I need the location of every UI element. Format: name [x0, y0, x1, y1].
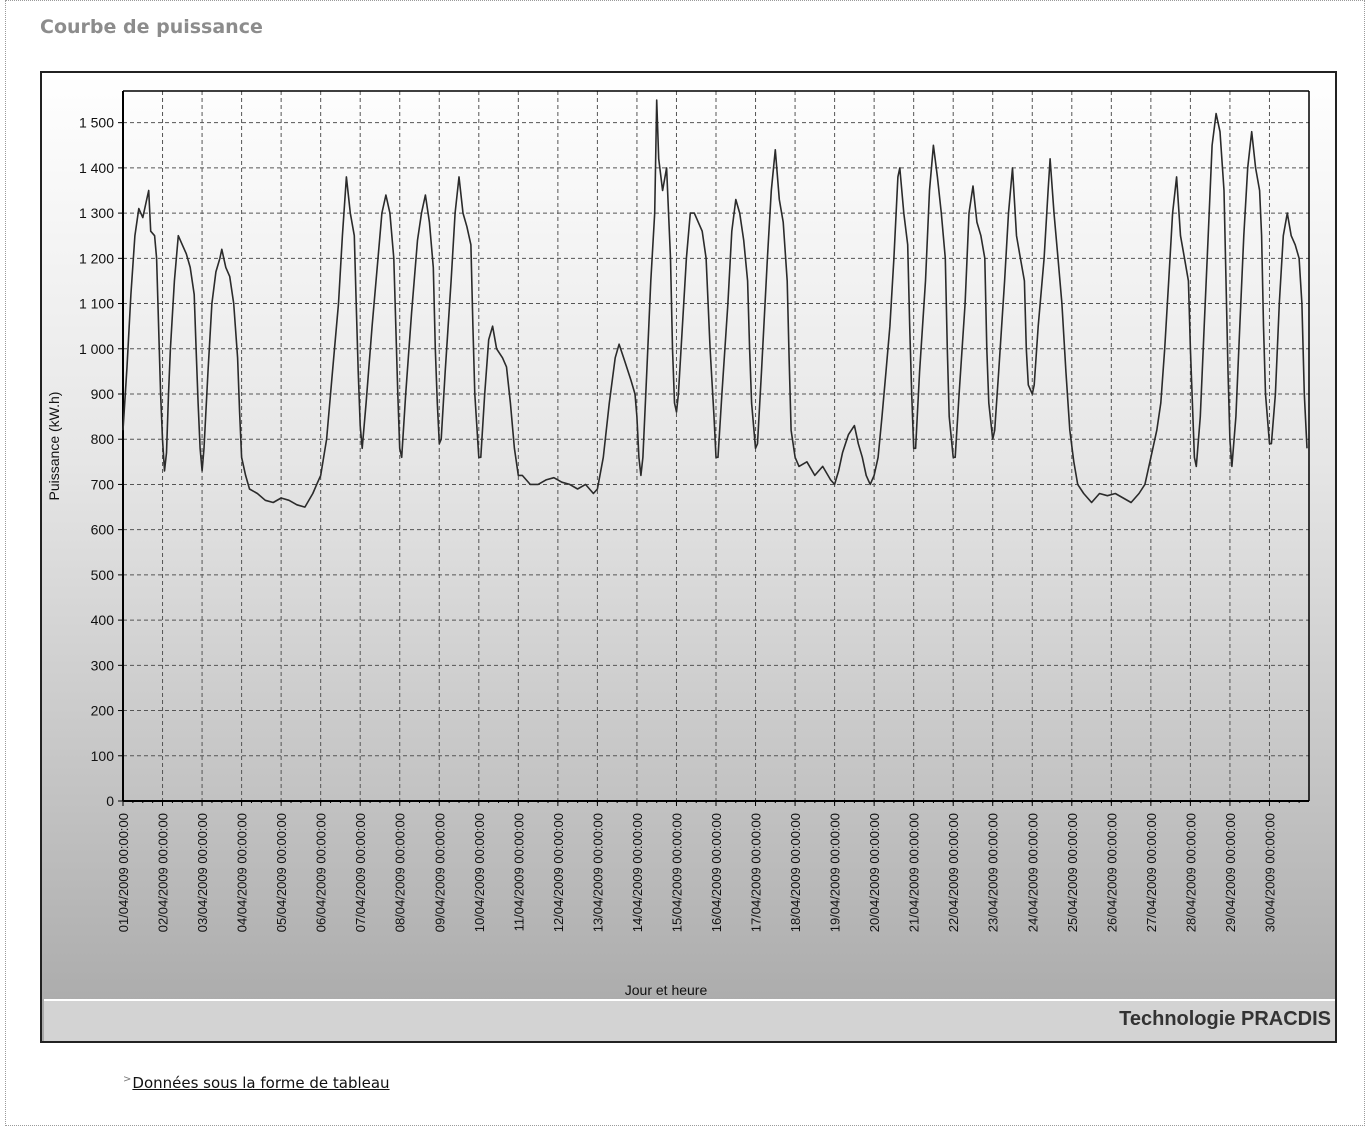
- x-tick-label: 11/04/2009 00:00:00: [511, 813, 526, 931]
- y-tick-label: 1 500: [79, 115, 114, 131]
- x-tick-label: 09/04/2009 00:00:00: [432, 813, 447, 932]
- series-line: [122, 99, 1308, 508]
- x-axis-title: Jour et heure: [625, 982, 708, 998]
- x-tick-label: 29/04/2009 00:00:00: [1223, 813, 1238, 932]
- x-tick-label: 20/04/2009 00:00:00: [867, 813, 882, 932]
- y-tick-label: 1 100: [79, 296, 114, 312]
- x-tick-label: 18/04/2009 00:00:00: [788, 813, 803, 932]
- x-tick-label: 06/04/2009 00:00:00: [314, 813, 329, 932]
- x-tick-label: 19/04/2009 00:00:00: [828, 813, 843, 932]
- brand-label: Technologie PRACDIS: [1119, 1008, 1331, 1030]
- y-tick-label: 1 000: [79, 341, 114, 357]
- chart-container: 0 100 200 300 400 500 600 700 800 900 1 000 1 100 1 …: [40, 71, 1337, 1043]
- x-tick-label: 15/04/2009 00:00:00: [669, 813, 684, 932]
- x-tick-label: 01/04/2009 00:00:00: [116, 813, 131, 932]
- x-tick-label: 13/04/2009 00:00:00: [590, 813, 605, 932]
- x-tick-label: 03/04/2009 00:00:00: [195, 813, 210, 932]
- y-tick-label: 900: [91, 386, 115, 402]
- x-tick-label: 02/04/2009 00:00:00: [156, 813, 171, 932]
- y-tick-label: 1 200: [79, 250, 114, 266]
- section-title: Courbe de puissance: [40, 16, 263, 38]
- x-tick-label: 05/04/2009 00:00:00: [274, 813, 289, 932]
- x-tick-label: 16/04/2009 00:00:00: [709, 813, 724, 932]
- page-frame: [5, 0, 1365, 1126]
- power-curve-chart: 0 100 200 300 400 500 600 700 800 900 1 000 1 100 1 …: [46, 90, 1310, 998]
- x-tick-label: 27/04/2009 00:00:00: [1144, 813, 1159, 932]
- y-tick-label: 300: [91, 657, 115, 673]
- x-tick-label: 08/04/2009 00:00:00: [393, 813, 408, 932]
- y-tick-label: 600: [91, 522, 115, 538]
- y-tick-label: 200: [91, 703, 115, 719]
- x-tick-label: 21/04/2009 00:00:00: [907, 813, 922, 932]
- x-tick-label: 10/04/2009 00:00:00: [472, 813, 487, 932]
- y-tick-label: 1 400: [79, 160, 114, 176]
- table-link-row: >Données sous la forme de tableau: [123, 1074, 390, 1092]
- y-tick-label: 800: [91, 431, 115, 447]
- y-tick-label: 0: [106, 793, 114, 809]
- x-tick-label: 12/04/2009 00:00:00: [551, 813, 566, 932]
- chart-footer-band: Technologie PRACDIS: [44, 999, 1335, 1041]
- y-tick-label: 400: [91, 612, 115, 628]
- x-tick-label: 30/04/2009 00:00:00: [1262, 813, 1277, 932]
- x-tick-label: 24/04/2009 00:00:00: [1025, 813, 1040, 932]
- y-tick-label: 100: [91, 748, 115, 764]
- x-tick-label: 26/04/2009 00:00:00: [1104, 813, 1119, 932]
- x-tick-label: 17/04/2009 00:00:00: [749, 813, 764, 932]
- x-tick-label: 25/04/2009 00:00:00: [1065, 813, 1080, 932]
- x-tick-label: 22/04/2009 00:00:00: [946, 813, 961, 932]
- x-tick-label: 07/04/2009 00:00:00: [353, 813, 368, 932]
- y-axis-title: Puissance (kW.h): [46, 392, 62, 501]
- y-tick-label: 700: [91, 476, 115, 492]
- x-tick-label: 14/04/2009 00:00:00: [630, 813, 645, 932]
- y-tick-label: 500: [91, 567, 115, 583]
- bullet-icon: >: [123, 1074, 132, 1085]
- table-data-link[interactable]: Données sous la forme de tableau: [132, 1074, 390, 1092]
- x-tick-label: 28/04/2009 00:00:00: [1183, 813, 1198, 932]
- y-tick-label: 1 300: [79, 205, 114, 221]
- x-tick-label: 04/04/2009 00:00:00: [235, 813, 250, 932]
- x-tick-label: 23/04/2009 00:00:00: [986, 813, 1001, 932]
